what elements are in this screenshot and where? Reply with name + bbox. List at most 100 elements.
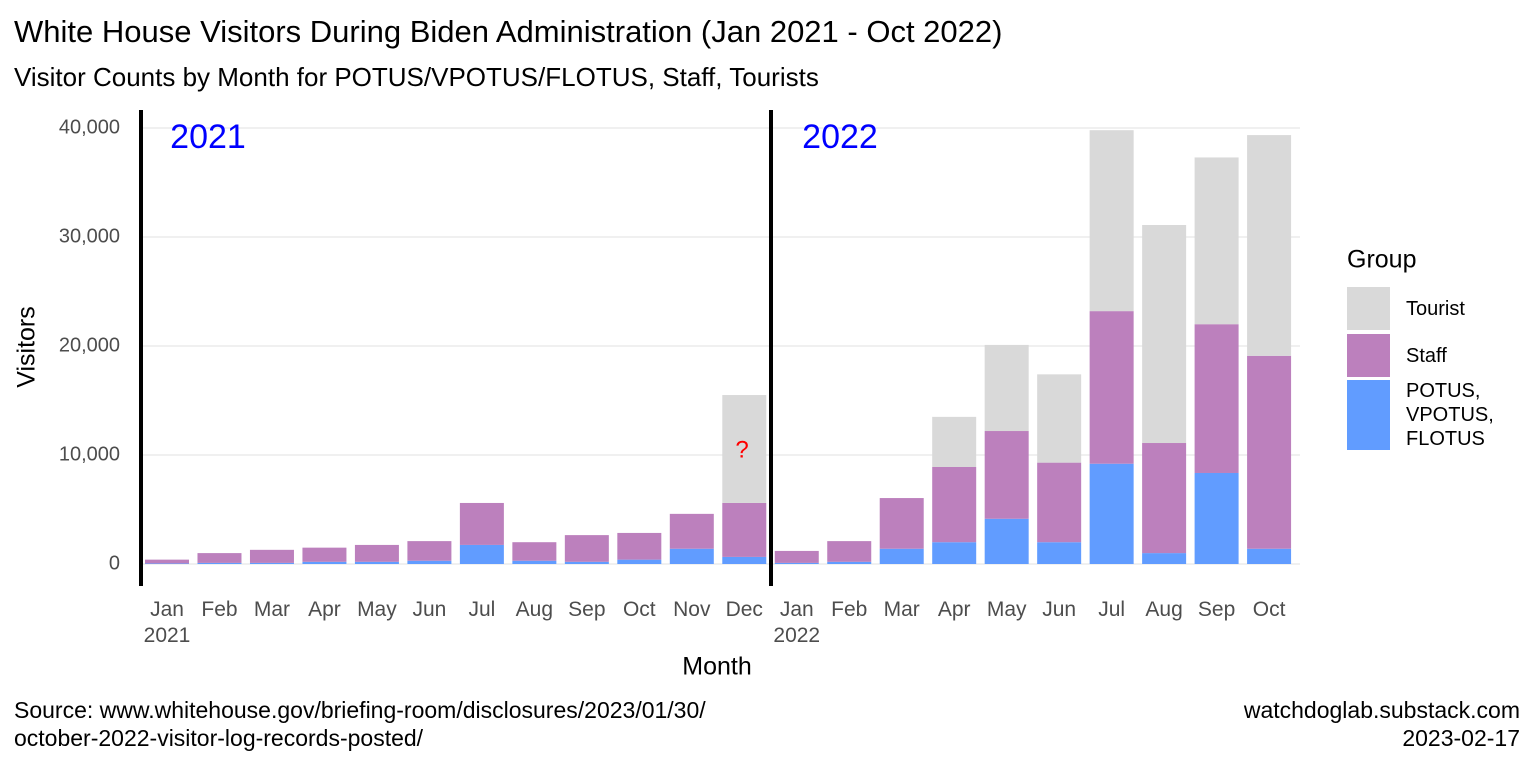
bar-segment [407, 541, 452, 561]
legend-title: Group [1347, 246, 1416, 274]
x-tick-label: Nov [673, 598, 711, 621]
bar-segment [1089, 311, 1134, 464]
y-axis-label: Visitors [13, 306, 41, 388]
bar-segment [1247, 135, 1292, 356]
annotation: 2021 [170, 118, 246, 156]
legend-key [1347, 380, 1390, 450]
bar-segment [1089, 463, 1134, 564]
bar-segment [1037, 462, 1082, 543]
bar-segment [459, 502, 504, 545]
x-tick-label: Jan 2022 [773, 598, 821, 647]
bar-segment [617, 559, 662, 564]
bar-segment [1247, 548, 1292, 564]
bar-segment [1142, 443, 1187, 554]
bar-segment [984, 344, 1029, 432]
bar-segment [145, 559, 189, 564]
y-tick-label: 0 [109, 552, 120, 574]
source: october-2022-visitor-log-records-posted/ [14, 725, 424, 751]
x-tick-label: Oct [622, 598, 656, 621]
x-tick-label: Jan 2021 [143, 598, 191, 647]
legend-label: POTUS, VPOTUS, FLOTUS [1406, 380, 1494, 450]
annotation: ? [735, 436, 748, 463]
bar-segment [984, 518, 1029, 564]
bar-segment [827, 561, 872, 564]
bar-segment [459, 544, 504, 564]
bar-segment [1037, 374, 1082, 463]
x-tick-label: Jul [468, 598, 496, 621]
x-tick-label: Sep [1197, 598, 1236, 621]
chart-subtitle: Visitor Counts by Month for POTUS/VPOTUS… [14, 62, 819, 92]
bar-segment [984, 431, 1029, 519]
bars [145, 130, 1292, 564]
y-tick-label: 30,000 [59, 225, 120, 247]
y-tick-label: 20,000 [59, 334, 120, 356]
legend-key [1347, 287, 1390, 330]
bar-segment [722, 395, 767, 503]
bar-segment [879, 548, 924, 564]
bar-segment [617, 532, 662, 560]
bar-segment [249, 562, 294, 564]
bar-segment [197, 553, 242, 563]
x-tick-label: Sep [568, 598, 606, 621]
bar-segment [879, 498, 924, 549]
bar-segment [302, 561, 347, 564]
legend-label: Tourist [1406, 297, 1465, 320]
bar-segment [564, 561, 609, 564]
bar-segment [722, 502, 767, 557]
x-tick-label: Jun [412, 598, 447, 621]
source: Source: www.whitehouse.gov/briefing-room… [14, 697, 706, 723]
bar-segment [1037, 542, 1082, 564]
x-tick-label: Dec [725, 598, 763, 621]
y-tick-label: 10,000 [59, 443, 120, 465]
x-tick-label: Mar [883, 598, 920, 621]
x-tick-label: Aug [515, 598, 554, 621]
x-tick-label: Apr [937, 598, 971, 621]
x-tick-label: Jun [1042, 598, 1077, 621]
bar-segment [145, 563, 189, 564]
x-tick-label: Feb [831, 598, 868, 621]
bar-segment [827, 541, 872, 562]
legend-label: Staff [1406, 344, 1447, 367]
y-tick-label: 40,000 [59, 116, 120, 138]
chart-title: White House Visitors During Biden Admini… [14, 14, 1002, 49]
x-tick-label: May [986, 598, 1027, 621]
bar-segment [669, 513, 714, 549]
x-tick-label: Mar [253, 598, 291, 621]
bar-segment [249, 549, 294, 563]
credit: 2023-02-17 [1402, 725, 1520, 751]
bar-segment [932, 416, 977, 467]
bar-segment [302, 547, 347, 562]
bar-segment [354, 544, 399, 562]
x-tick-label: Feb [201, 598, 238, 621]
bar-segment [1194, 157, 1239, 325]
x-axis-label: Month [682, 653, 751, 681]
x-tick-label: Aug [1145, 598, 1183, 621]
bar-segment [1247, 355, 1292, 549]
bar-segment [722, 556, 767, 564]
annotation: 2022 [802, 118, 878, 156]
bar-segment [354, 561, 399, 564]
bar-segment [669, 548, 714, 564]
bar-segment [564, 535, 609, 562]
credit: watchdoglab.substack.com [1243, 697, 1520, 723]
bar-segment [512, 560, 557, 564]
bar-segment [1194, 324, 1239, 473]
bar-segment [774, 550, 819, 563]
bar-segment [512, 542, 557, 561]
bar-segment [932, 466, 977, 543]
bar-segment [774, 562, 819, 564]
bar-segment [932, 542, 977, 564]
legend-key [1347, 334, 1390, 377]
x-tick-label: Jul [1098, 598, 1126, 621]
bar-segment [407, 560, 452, 564]
x-tick-label: May [357, 598, 397, 621]
x-tick-label: Oct [1252, 598, 1286, 621]
x-tick-label: Apr [308, 598, 341, 621]
bar-segment [1142, 553, 1187, 564]
bar-segment [1142, 225, 1187, 444]
bar-segment [1089, 130, 1134, 312]
bar-segment [197, 562, 242, 564]
bar-segment [1194, 472, 1239, 564]
